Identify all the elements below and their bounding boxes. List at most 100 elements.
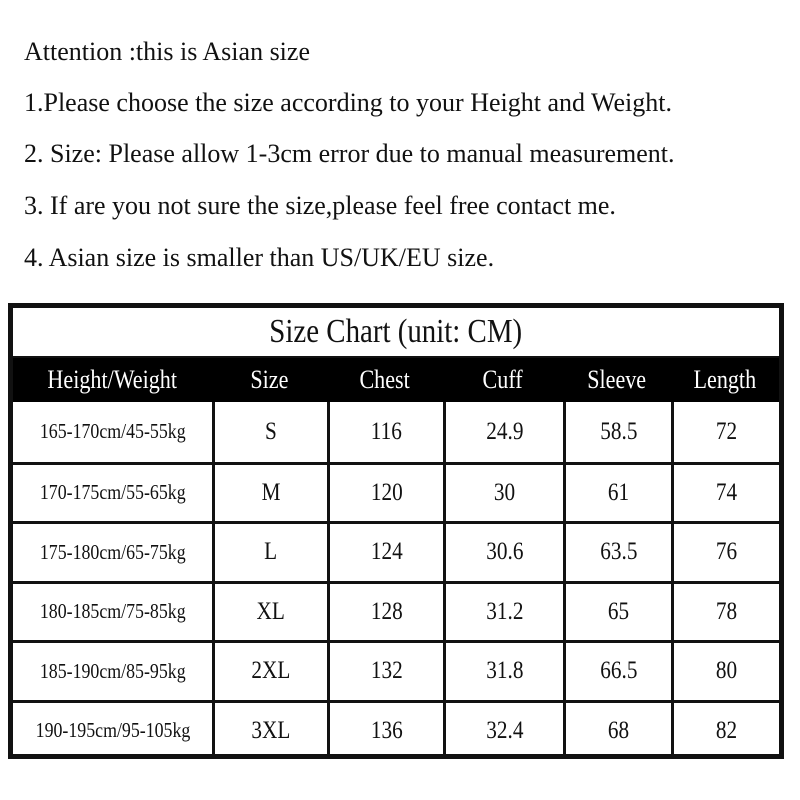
- cell-value: 61: [607, 478, 630, 506]
- cell-value: 80: [715, 657, 738, 685]
- cell-value: S: [265, 417, 277, 445]
- table-cell: 78: [671, 583, 779, 640]
- cell-value: M: [261, 478, 281, 506]
- table-cell: 136: [327, 702, 443, 759]
- cell-value: 175-180cm/65-75kg: [39, 539, 186, 564]
- table-title: Size Chart (unit: CM): [13, 308, 779, 358]
- note-4: 4. Asian size is smaller than US/UK/EU s…: [24, 243, 495, 272]
- column-header: Height/Weight: [13, 358, 212, 402]
- cell-value: 124: [370, 538, 403, 566]
- cell-value: 76: [715, 538, 738, 566]
- cell-value: 74: [715, 478, 738, 506]
- table-row: 170-175cm/55-65kg M 120 30 61 74: [13, 461, 779, 522]
- table-body: 165-170cm/45-55kg S 116 24.9 58.5 72 170-175cm…: [13, 402, 779, 759]
- column-header-label: Chest: [359, 365, 411, 394]
- cell-value: 65: [607, 597, 630, 625]
- table-title-text: Size Chart (unit: CM): [269, 313, 523, 350]
- table-cell: 165-170cm/45-55kg: [13, 402, 212, 462]
- cell-value: XL: [256, 597, 286, 625]
- cell-value: 136: [370, 716, 403, 744]
- cell-value: 185-190cm/85-95kg: [39, 658, 186, 683]
- cell-value: 190-195cm/95-105kg: [35, 718, 190, 743]
- cell-value: 165-170cm/45-55kg: [39, 419, 186, 444]
- table-cell: S: [212, 402, 327, 462]
- column-header: Cuff: [443, 358, 563, 402]
- table-cell: 65: [563, 583, 671, 640]
- column-header: Sleeve: [563, 358, 671, 402]
- column-header: Length: [671, 358, 779, 402]
- cell-value: 32.4: [485, 716, 524, 744]
- column-header: Size: [212, 358, 327, 402]
- column-header-label: Size: [250, 365, 289, 394]
- table-cell: 30.6: [443, 524, 563, 581]
- table-cell: L: [212, 524, 327, 581]
- table-cell: 31.8: [443, 643, 563, 700]
- table-row: 165-170cm/45-55kg S 116 24.9 58.5 72: [13, 402, 779, 462]
- table-row: 180-185cm/75-85kg XL 128 31.2 65 78: [13, 580, 779, 641]
- table-row: 190-195cm/95-105kg 3XL 136 32.4 68 82: [13, 699, 779, 760]
- note-1: 1.Please choose the size according to yo…: [24, 88, 672, 117]
- table-cell: 175-180cm/65-75kg: [13, 524, 212, 581]
- table-cell: 132: [327, 643, 443, 700]
- cell-value: 128: [370, 597, 403, 625]
- cell-value: L: [264, 538, 278, 566]
- table-cell: 32.4: [443, 702, 563, 759]
- table-cell: 58.5: [563, 402, 671, 462]
- table-cell: 170-175cm/55-65kg: [13, 465, 212, 522]
- table-cell: 82: [671, 702, 779, 759]
- table-row: 185-190cm/85-95kg 2XL 132 31.8 66.5 80: [13, 640, 779, 700]
- note-3: 3. If are you not sure the size,please f…: [24, 191, 616, 220]
- cell-value: 58.5: [599, 417, 638, 445]
- cell-value: 78: [715, 597, 738, 625]
- note-2: 2. Size: Please allow 1-3cm error due to…: [24, 139, 675, 168]
- table-cell: 74: [671, 464, 779, 521]
- table-cell: 120: [327, 464, 443, 521]
- cell-value: 180-185cm/75-85kg: [39, 599, 186, 624]
- column-header-label: Length: [693, 365, 757, 394]
- note-attention: Attention :this is Asian size: [24, 37, 310, 66]
- cell-value: 120: [370, 478, 403, 506]
- cell-value: 24.9: [485, 417, 524, 445]
- cell-value: 170-175cm/55-65kg: [39, 480, 186, 505]
- column-header-label: Sleeve: [587, 365, 647, 394]
- column-header-label: Height/Weight: [47, 365, 178, 394]
- cell-value: 68: [607, 716, 630, 744]
- table-cell: 31.2: [443, 583, 563, 640]
- table-cell: 3XL: [212, 702, 327, 759]
- cell-value: 132: [370, 657, 403, 685]
- cell-value: 31.2: [485, 597, 524, 625]
- table-cell: 128: [327, 583, 443, 640]
- table-cell: 63.5: [563, 524, 671, 581]
- table-cell: 76: [671, 524, 779, 581]
- table-cell: 185-190cm/85-95kg: [13, 643, 212, 700]
- header-row: Height/Weight Size Chest Cuff Sleeve Length: [13, 358, 779, 402]
- cell-value: 3XL: [251, 716, 291, 744]
- table-cell: 2XL: [212, 643, 327, 700]
- cell-value: 63.5: [599, 538, 638, 566]
- table-cell: 72: [671, 402, 779, 462]
- table-cell: 66.5: [563, 643, 671, 700]
- table-cell: 61: [563, 464, 671, 521]
- table-row: 175-180cm/65-75kg L 124 30.6 63.5 76: [13, 521, 779, 581]
- table-cell: 24.9: [443, 402, 563, 462]
- column-header: Chest: [327, 358, 443, 402]
- table-cell: XL: [212, 583, 327, 640]
- table-cell: 80: [671, 643, 779, 700]
- table-cell: 190-195cm/95-105kg: [13, 703, 212, 760]
- cell-value: 30.6: [485, 538, 524, 566]
- table-cell: 180-185cm/75-85kg: [13, 584, 212, 641]
- cell-value: 116: [370, 417, 403, 445]
- table-cell: 116: [327, 402, 443, 462]
- table-cell: 124: [327, 524, 443, 581]
- cell-value: 82: [715, 716, 738, 744]
- cell-value: 66.5: [599, 657, 638, 685]
- cell-value: 31.8: [485, 657, 524, 685]
- cell-value: 72: [715, 417, 738, 445]
- cell-value: 30: [493, 478, 516, 506]
- size-chart-table: Size Chart (unit: CM) Height/Weight Size C…: [8, 303, 784, 759]
- table-cell: 30: [443, 464, 563, 521]
- table-cell: M: [212, 464, 327, 521]
- table-cell: 68: [563, 702, 671, 759]
- column-header-label: Cuff: [482, 365, 524, 394]
- cell-value: 2XL: [251, 657, 291, 685]
